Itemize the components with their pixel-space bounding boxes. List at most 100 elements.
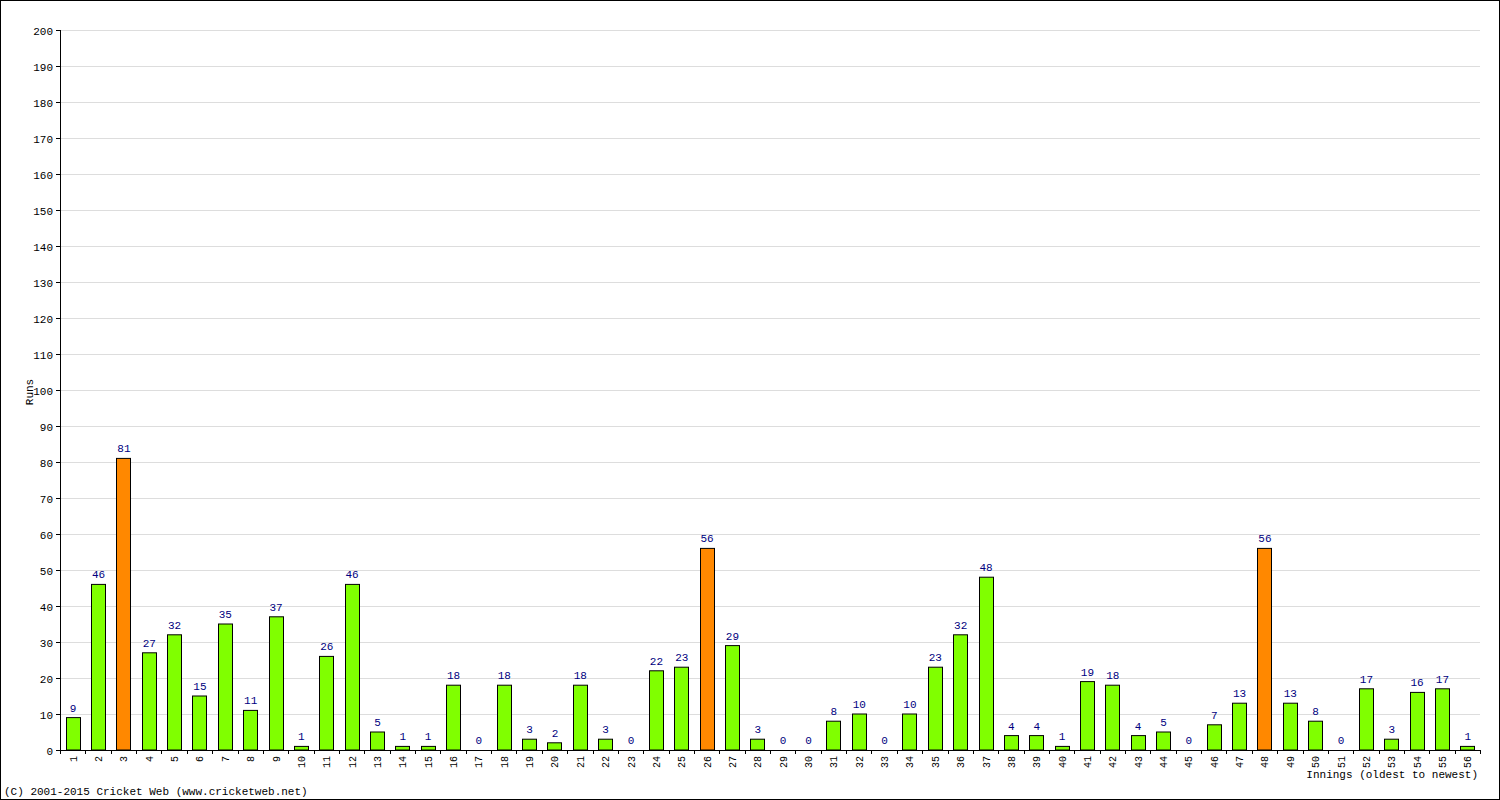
bar — [244, 710, 258, 750]
data-label: 19 — [1081, 667, 1094, 679]
x-tick — [440, 750, 441, 754]
x-tick — [1252, 750, 1253, 754]
x-tick-label: 25 — [677, 756, 688, 768]
x-tick — [187, 750, 188, 754]
data-label: 18 — [1106, 670, 1119, 682]
bar — [1461, 746, 1475, 750]
data-label: 5 — [374, 717, 381, 729]
x-tick — [1303, 750, 1304, 754]
x-tick — [1353, 750, 1354, 754]
x-tick — [314, 750, 315, 754]
data-label: 3 — [755, 724, 762, 736]
bar — [903, 714, 917, 750]
data-label: 1 — [298, 731, 305, 743]
bar — [1106, 685, 1120, 750]
y-axis — [60, 30, 61, 750]
bar — [92, 584, 106, 750]
bar — [1335, 750, 1349, 751]
y-tick — [56, 210, 60, 211]
x-tick-label: 31 — [829, 756, 840, 768]
data-label: 18 — [498, 670, 511, 682]
y-tick-label: 70 — [40, 494, 53, 506]
x-tick-label: 47 — [1235, 756, 1246, 768]
data-label: 2 — [552, 728, 559, 740]
bar — [193, 696, 207, 750]
x-tick-label: 50 — [1311, 756, 1322, 768]
data-label: 4 — [1008, 721, 1015, 733]
y-tick-label: 170 — [33, 134, 53, 146]
bar — [270, 617, 284, 750]
x-tick-label: 37 — [982, 756, 993, 768]
x-tick — [1049, 750, 1050, 754]
grid-line — [60, 138, 1480, 139]
y-tick — [56, 102, 60, 103]
bar — [472, 750, 486, 751]
data-label: 4 — [1135, 721, 1142, 733]
x-tick — [567, 750, 568, 754]
data-label: 3 — [526, 724, 533, 736]
data-label: 1 — [1059, 731, 1066, 743]
data-label: 0 — [1338, 735, 1345, 747]
bar — [1284, 703, 1298, 750]
annotation: (C) 2001-2015 Cricket Web (www.cricketwe… — [4, 786, 308, 798]
data-label: 13 — [1284, 688, 1297, 700]
x-tick-label: 16 — [449, 756, 460, 768]
y-tick — [56, 606, 60, 607]
bar — [447, 685, 461, 750]
bar — [1132, 736, 1146, 750]
bar — [371, 732, 385, 750]
data-label: 10 — [853, 699, 866, 711]
bar — [1157, 732, 1171, 750]
bar — [346, 584, 360, 750]
x-tick — [1328, 750, 1329, 754]
x-tick-label: 3 — [119, 756, 130, 762]
x-tick — [1100, 750, 1101, 754]
x-tick — [1125, 750, 1126, 754]
bar — [726, 646, 740, 750]
x-tick-label: 1 — [69, 756, 80, 762]
data-label: 18 — [447, 670, 460, 682]
chart: 0102030405060708090100110120130140150160… — [0, 0, 1500, 800]
y-tick — [56, 354, 60, 355]
x-tick — [1226, 750, 1227, 754]
y-tick — [56, 678, 60, 679]
x-tick-label: 4 — [145, 756, 156, 762]
y-tick — [56, 462, 60, 463]
x-tick — [263, 750, 264, 754]
x-tick — [643, 750, 644, 754]
y-tick-label: 20 — [40, 674, 53, 686]
data-label: 8 — [831, 706, 838, 718]
x-tick — [161, 750, 162, 754]
x-tick-label: 20 — [550, 756, 561, 768]
y-tick — [56, 390, 60, 391]
x-tick — [136, 750, 137, 754]
data-label: 17 — [1360, 674, 1373, 686]
x-tick — [238, 750, 239, 754]
x-tick-label: 55 — [1438, 756, 1449, 768]
data-label: 1 — [1465, 731, 1472, 743]
x-tick-label: 51 — [1337, 756, 1348, 768]
bar — [1233, 703, 1247, 750]
data-label: 0 — [1186, 735, 1193, 747]
x-tick-label: 45 — [1184, 756, 1195, 768]
y-tick-label: 100 — [33, 386, 53, 398]
x-tick — [669, 750, 670, 754]
grid-line — [60, 30, 1480, 31]
y-tick-label: 160 — [33, 170, 53, 182]
x-tick — [770, 750, 771, 754]
x-tick — [1429, 750, 1430, 754]
x-tick-label: 6 — [195, 756, 206, 762]
y-tick-label: 60 — [40, 530, 53, 542]
data-label: 37 — [269, 602, 282, 614]
y-tick — [56, 318, 60, 319]
x-tick-label: 5 — [170, 756, 181, 762]
data-label: 5 — [1160, 717, 1167, 729]
y-tick — [56, 66, 60, 67]
data-label: 11 — [244, 695, 258, 707]
y-tick-label: 200 — [33, 26, 53, 38]
data-label: 3 — [1388, 724, 1395, 736]
grid-line — [60, 282, 1480, 283]
x-tick-label: 19 — [525, 756, 536, 768]
data-label: 0 — [628, 735, 635, 747]
y-tick — [56, 30, 60, 31]
